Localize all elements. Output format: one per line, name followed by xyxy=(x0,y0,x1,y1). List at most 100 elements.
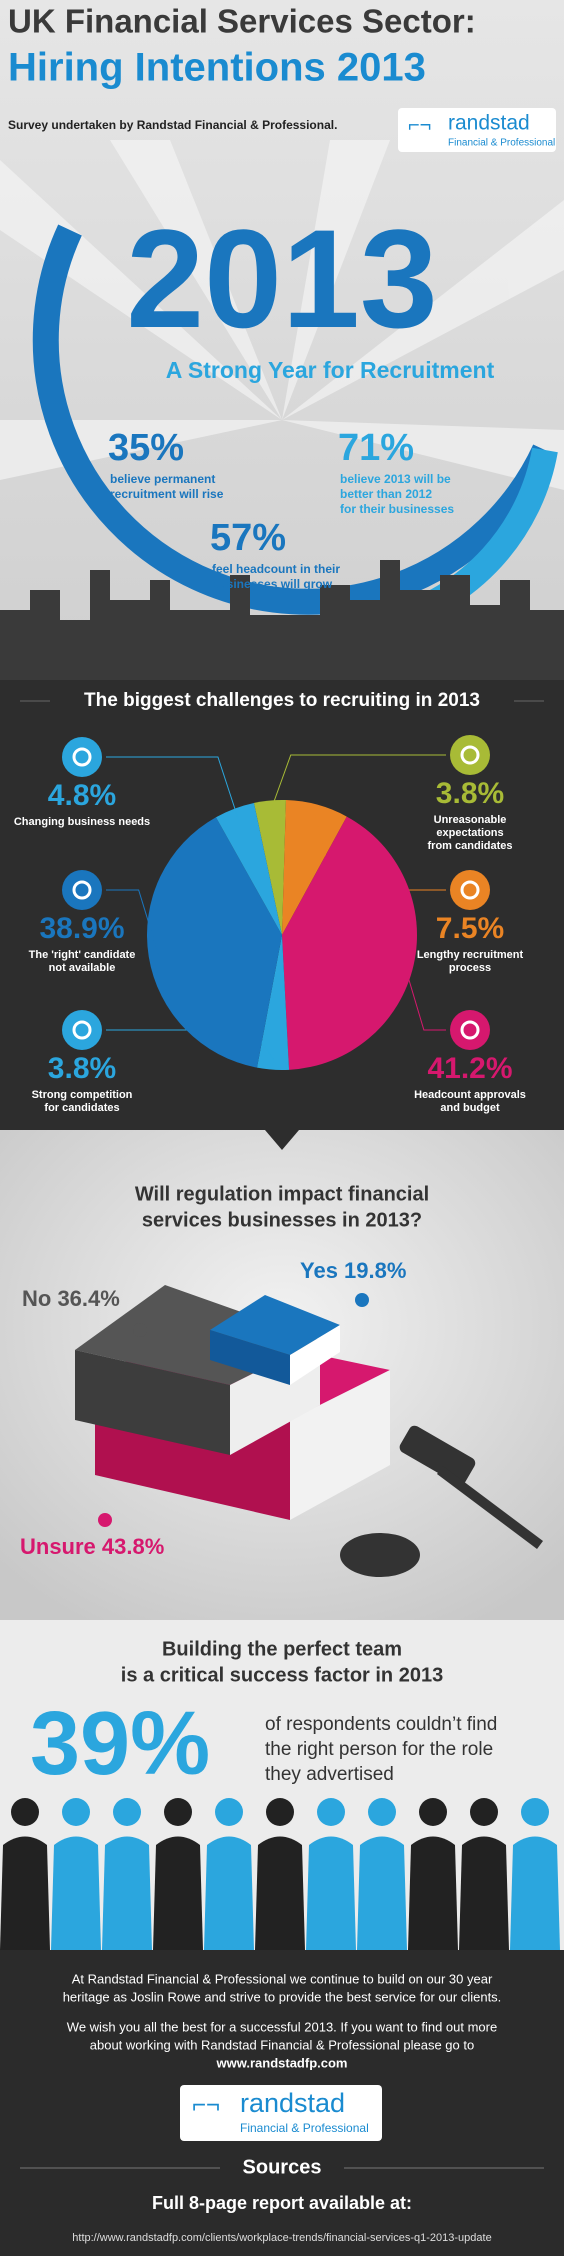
person-body xyxy=(204,1836,254,1950)
leader-line xyxy=(106,889,160,956)
person-head xyxy=(368,1798,396,1826)
slice-value: 4.8% xyxy=(48,779,116,812)
subtitle: Survey undertaken by Randstad Financial … xyxy=(8,118,337,132)
section-title: Building the perfect team xyxy=(162,1638,402,1660)
arc-dark xyxy=(32,224,557,615)
logo-mark: ⌐¬ xyxy=(408,114,431,136)
skyline xyxy=(0,560,564,690)
pie-slice xyxy=(282,800,347,935)
answer-label: No 36.4% xyxy=(22,1286,120,1311)
tagline: A Strong Year for Recruitment xyxy=(166,357,495,383)
stat-text: recruitment will rise xyxy=(110,487,224,501)
slice-text: process xyxy=(449,962,491,974)
stat-value: 35% xyxy=(108,427,184,469)
icon-inner xyxy=(460,880,480,900)
slice-text: Lengthy recruitment xyxy=(417,949,524,961)
stat-text: believe permanent xyxy=(110,472,215,486)
slice-value: 3.8% xyxy=(48,1052,116,1085)
answer-dot xyxy=(98,1513,112,1527)
icon xyxy=(62,870,102,910)
slice-text: from candidates xyxy=(428,840,513,852)
person-head xyxy=(62,1798,90,1826)
section-title: services businesses in 2013? xyxy=(142,1209,422,1231)
section-title: The biggest challenges to recruiting in … xyxy=(84,690,480,711)
team-title: Building the perfect team is a critical s… xyxy=(121,1638,443,1686)
person-head xyxy=(11,1798,39,1826)
people xyxy=(0,1798,560,1950)
slice-text: Headcount approvals xyxy=(414,1089,526,1101)
slice-text: Unreasonable xyxy=(434,814,507,826)
report-url: http://www.randstadfp.com/clients/workpl… xyxy=(72,2232,491,2244)
pie-slice xyxy=(147,817,282,1068)
slice-value: 41.2% xyxy=(427,1052,512,1085)
logo-box xyxy=(398,108,556,152)
footer-text: At Randstad Financial & Professional we … xyxy=(72,1971,493,1986)
person-body xyxy=(255,1836,305,1950)
stat-value: 71% xyxy=(338,427,414,469)
title: UK Financial Services Sector: xyxy=(8,3,476,40)
pie-slice xyxy=(215,802,282,935)
icon-inner xyxy=(72,880,92,900)
team-value: 39% xyxy=(30,1694,210,1794)
person-body xyxy=(357,1836,407,1950)
pie-slice xyxy=(282,816,417,1070)
footer-text: about working with Randstad Financial & … xyxy=(90,2037,474,2052)
slice-text: expectations xyxy=(436,827,503,839)
pie-slice xyxy=(253,800,286,935)
icon xyxy=(450,735,490,775)
slice-value: 7.5% xyxy=(436,912,504,945)
slice-text: and budget xyxy=(440,1102,500,1114)
icon-inner xyxy=(460,745,480,765)
regulation-title: Will regulation impact financial services… xyxy=(135,1183,429,1231)
section-title: Will regulation impact financial xyxy=(135,1183,429,1205)
logo-tagline: Financial & Professional xyxy=(240,2121,369,2135)
team-text: of respondents couldn’t find the right pe… xyxy=(265,1714,497,1785)
logo-box xyxy=(180,2085,382,2141)
logo-tagline: Financial & Professional xyxy=(448,138,555,149)
pie-slice xyxy=(256,935,290,1070)
logo-name: randstad xyxy=(240,2088,345,2118)
person-head xyxy=(266,1798,294,1826)
person-body xyxy=(510,1836,560,1950)
stat-text: believe 2013 will be xyxy=(340,472,451,486)
footer-text: We wish you all the best for a successfu… xyxy=(67,2019,497,2034)
person-head xyxy=(113,1798,141,1826)
slice-value: 3.8% xyxy=(436,777,504,810)
books xyxy=(75,1285,543,1577)
person-head xyxy=(470,1798,498,1826)
title: Hiring Intentions 2013 xyxy=(8,46,426,90)
icon xyxy=(62,1010,102,1050)
icon-inner xyxy=(72,747,92,767)
logo-mark: ⌐¬ xyxy=(192,2091,220,2118)
year: 2013 xyxy=(126,200,437,357)
slice-text: for candidates xyxy=(44,1102,119,1114)
stat-value: 57% xyxy=(210,517,286,559)
person-head xyxy=(521,1798,549,1826)
slice-text: The 'right' candidate xyxy=(29,949,136,961)
person-body xyxy=(306,1836,356,1950)
website: www.randstadfp.com xyxy=(216,2055,348,2070)
person-head xyxy=(164,1798,192,1826)
stat-text: better than 2012 xyxy=(340,487,432,501)
report-line: Full 8-page report available at: xyxy=(152,2193,412,2213)
person-body xyxy=(102,1836,152,1950)
person-body xyxy=(0,1836,50,1950)
stat-text: businesses will grow xyxy=(212,577,333,591)
answer-label: Yes 19.8% xyxy=(300,1258,406,1283)
sources-title: Sources xyxy=(243,2156,322,2178)
icon-inner xyxy=(72,1020,92,1040)
sunburst xyxy=(0,140,564,490)
person-body xyxy=(408,1836,458,1950)
logo-name: randstad xyxy=(448,112,530,135)
footer-text: At Randstad Financial & Professional we … xyxy=(63,1971,502,2070)
stat-text: for their businesses xyxy=(340,502,454,516)
person-body xyxy=(459,1836,509,1950)
leader-line xyxy=(270,754,446,811)
icon xyxy=(62,737,102,777)
answer-label: Unsure 43.8% xyxy=(20,1534,164,1559)
person-body xyxy=(153,1836,203,1950)
